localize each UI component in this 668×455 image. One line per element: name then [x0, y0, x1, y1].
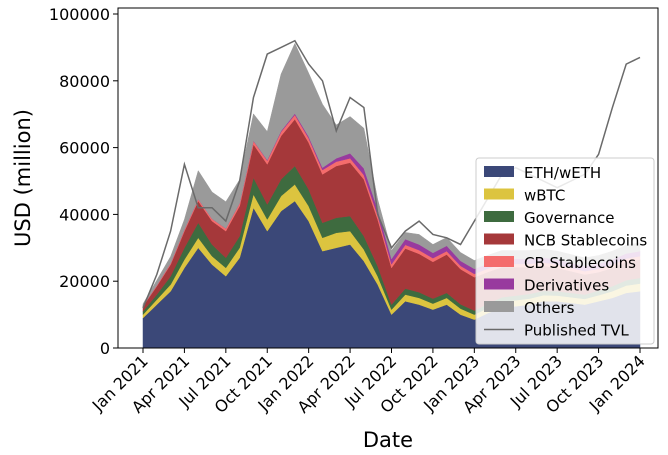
y-tick-label: 40000: [59, 205, 110, 224]
legend: ETH/wETH wBTC Governance NCB Stablecoins CB …: [475, 157, 655, 345]
legend-swatch: [484, 211, 514, 222]
y-tick-label: 20000: [59, 272, 110, 291]
legend-label: CB Stablecoins: [524, 254, 636, 272]
y-tick-label: 60000: [59, 139, 110, 158]
legend-box: [475, 157, 655, 345]
legend-swatch: [484, 188, 514, 200]
y-axis-label: USD (million): [11, 109, 35, 247]
x-axis-label: Date: [363, 428, 413, 452]
y-tick-label: 80000: [59, 72, 110, 91]
legend-swatch: [484, 166, 514, 177]
legend-label: ETH/wETH: [524, 164, 601, 182]
plot-frame: [117, 7, 659, 349]
legend-swatch: [484, 233, 514, 245]
legend-swatch: [484, 301, 514, 312]
y-tick-label: 0: [100, 339, 110, 358]
legend-label: Others: [524, 299, 575, 317]
legend-label: Governance: [524, 209, 615, 227]
y-tick-label: 100000: [49, 5, 110, 24]
legend-label: wBTC: [524, 187, 565, 205]
legend-label: Derivatives: [524, 277, 609, 295]
legend-label: Published TVL: [524, 322, 629, 340]
legend-swatch: [484, 278, 514, 290]
legend-label: NCB Stablecoins: [524, 232, 647, 250]
legend-swatch: [484, 256, 514, 267]
